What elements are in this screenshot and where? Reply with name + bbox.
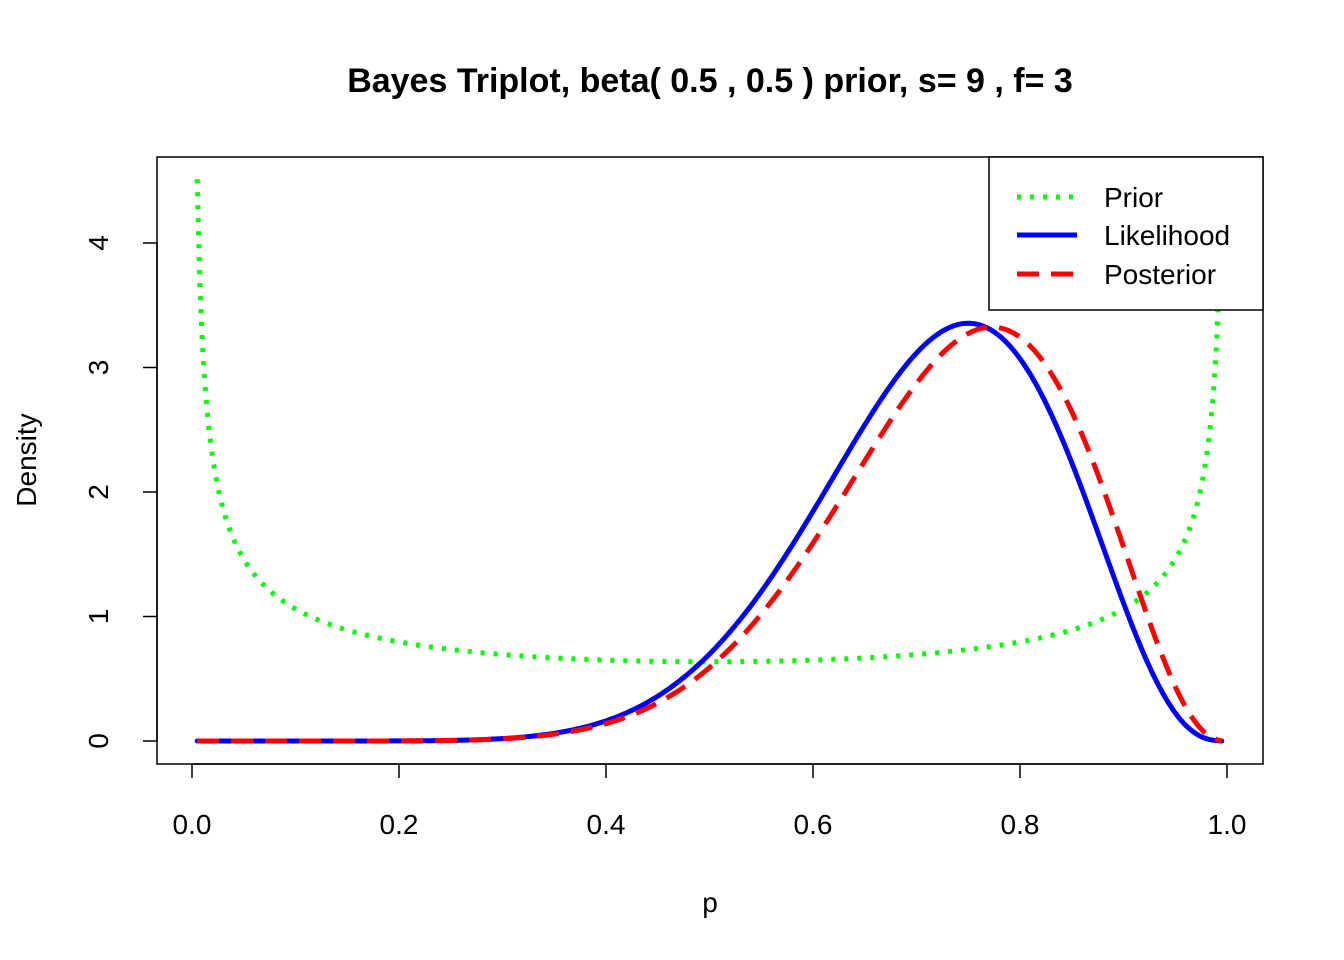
x-tick-label: 0.8 <box>1001 809 1040 840</box>
y-tick-label: 4 <box>83 235 114 251</box>
y-axis-label: Density <box>11 413 42 506</box>
series-line-posterior <box>197 324 1223 744</box>
series-line-likelihood <box>194 320 1225 744</box>
legend-label-prior: Prior <box>1104 182 1163 213</box>
x-axis: 0.0 0.2 0.4 0.6 0.8 1.0 <box>173 763 1247 840</box>
y-tick-label: 1 <box>83 609 114 625</box>
y-tick-label: 0 <box>83 733 114 749</box>
x-tick-label: 1.0 <box>1208 809 1247 840</box>
legend-items: Prior Likelihood Posterior <box>1017 182 1230 290</box>
chart-title: Bayes Triplot, beta( 0.5 , 0.5 ) prior, … <box>347 62 1073 100</box>
series-line-prior <box>194 179 1225 665</box>
y-axis: 0 1 2 3 4 <box>83 235 158 749</box>
x-tick-label: 0.6 <box>794 809 833 840</box>
legend-label-posterior: Posterior <box>1104 259 1216 290</box>
curves-layer <box>194 179 1225 744</box>
x-axis-label: p <box>702 887 718 918</box>
legend-label-likelihood: Likelihood <box>1104 220 1230 251</box>
x-tick-label: 0.2 <box>380 809 419 840</box>
x-tick-label: 0.4 <box>587 809 626 840</box>
x-tick-label: 0.0 <box>173 809 212 840</box>
y-tick-label: 2 <box>83 484 114 500</box>
legend: Prior Likelihood Posterior <box>988 156 1264 311</box>
y-tick-label: 3 <box>83 360 114 376</box>
